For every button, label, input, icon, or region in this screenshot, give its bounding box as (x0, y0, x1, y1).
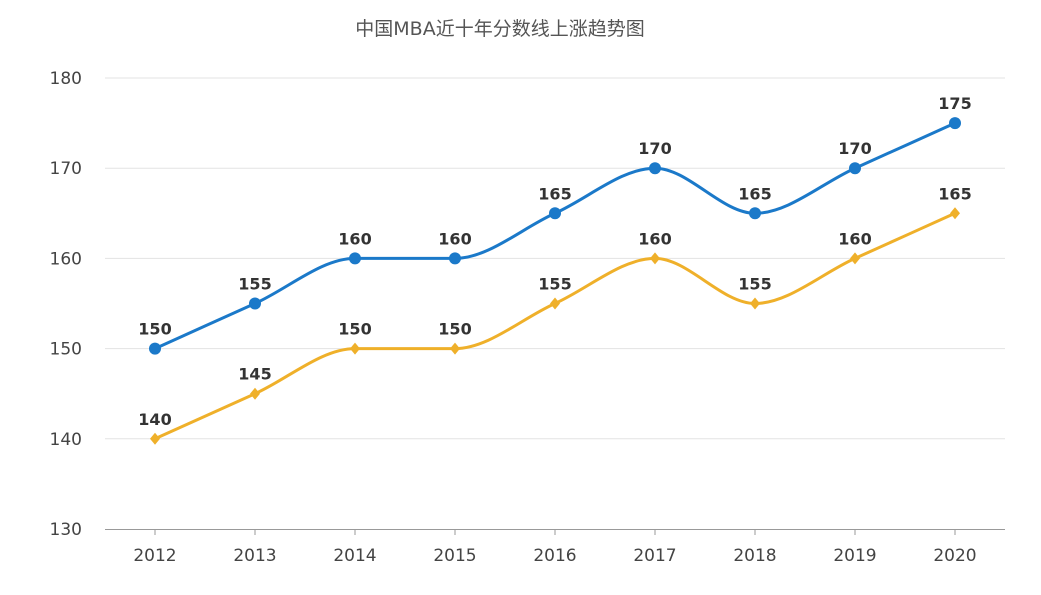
data-point-marker (950, 207, 960, 220)
data-label: 160 (638, 229, 671, 248)
data-point-marker (249, 297, 261, 310)
data-label: 170 (838, 139, 871, 158)
data-label: 150 (338, 320, 371, 339)
data-label: 150 (138, 320, 171, 339)
data-point-marker (250, 387, 260, 400)
x-tick-label: 2019 (833, 546, 876, 566)
data-label: 150 (438, 320, 471, 339)
x-tick-label: 2018 (733, 546, 776, 566)
x-tick-label: 2016 (533, 546, 576, 566)
series-line-1 (154, 211, 956, 441)
data-point-marker (450, 342, 460, 355)
data-label: 155 (238, 275, 271, 294)
data-label: 165 (938, 184, 971, 203)
data-point-marker (849, 162, 861, 175)
x-tick-label: 2012 (133, 546, 176, 566)
data-label: 155 (738, 275, 771, 294)
data-label: 165 (738, 184, 771, 203)
data-point-marker (649, 162, 661, 175)
chart-title: 中国MBA近十年分数线上涨趋势图 (355, 18, 645, 40)
y-tick-label: 130 (50, 520, 82, 540)
data-point-marker (550, 297, 560, 310)
x-tick-label: 2017 (633, 546, 676, 566)
data-point-marker (349, 252, 361, 265)
x-tick-label: 2015 (433, 546, 476, 566)
y-tick-label: 150 (50, 340, 82, 360)
y-tick-label: 160 (50, 249, 82, 269)
data-label: 175 (938, 94, 971, 113)
data-label: 160 (338, 229, 371, 248)
data-point-marker (749, 207, 761, 220)
data-point-marker (549, 207, 561, 220)
data-label: 155 (538, 275, 571, 294)
data-label: 160 (838, 229, 871, 248)
data-point-marker (650, 252, 660, 265)
data-point-marker (750, 297, 760, 310)
data-point-marker (150, 432, 160, 445)
data-label: 165 (538, 184, 571, 203)
x-tick-label: 2014 (333, 546, 376, 566)
data-point-marker (449, 252, 461, 265)
data-point-marker (850, 252, 860, 265)
data-point-marker (350, 342, 360, 355)
y-tick-label: 180 (50, 69, 82, 89)
data-label: 160 (438, 229, 471, 248)
data-label: 140 (138, 410, 171, 429)
data-point-marker (149, 342, 161, 355)
y-tick-label: 170 (50, 159, 82, 179)
data-label: 170 (638, 139, 671, 158)
data-label: 145 (238, 365, 271, 384)
x-tick-label: 2020 (933, 546, 976, 566)
x-tick-label: 2013 (233, 546, 276, 566)
data-point-marker (949, 117, 961, 130)
y-tick-label: 140 (50, 430, 82, 450)
series-line-0 (154, 121, 956, 350)
